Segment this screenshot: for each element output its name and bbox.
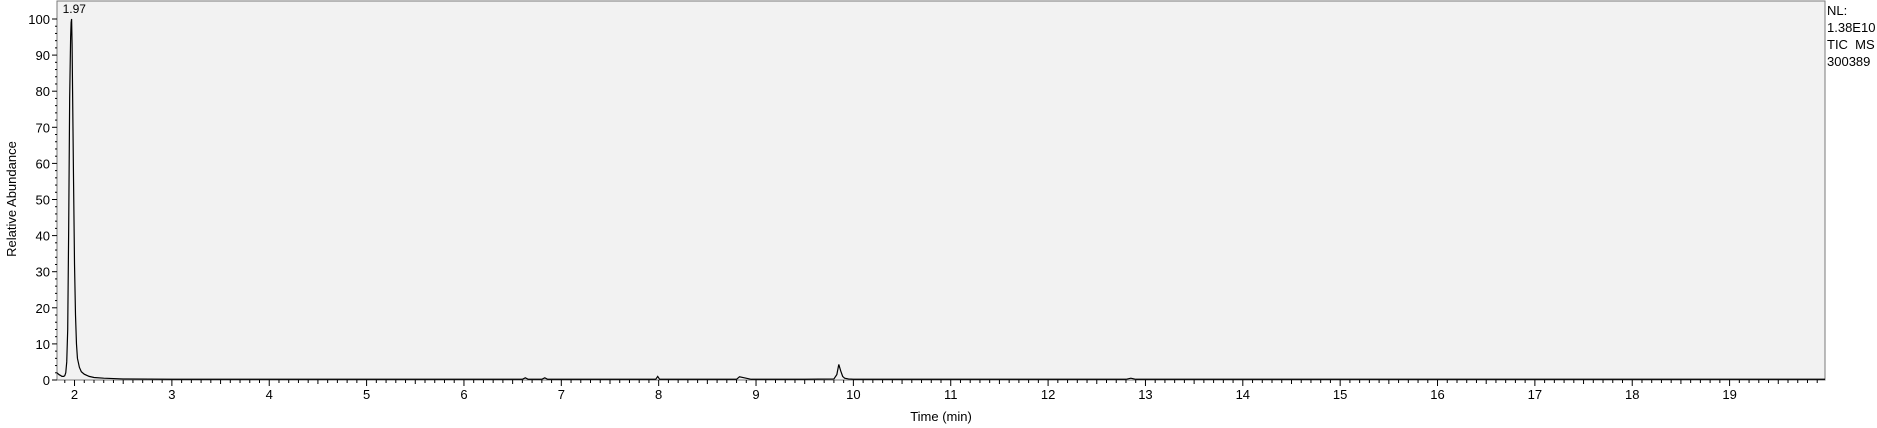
x-tick-label: 2 bbox=[71, 387, 78, 402]
x-tick-label: 13 bbox=[1138, 387, 1152, 402]
y-tick-label: 50 bbox=[36, 193, 50, 208]
x-tick-label: 5 bbox=[363, 387, 370, 402]
x-tick-label: 17 bbox=[1528, 387, 1542, 402]
x-tick-label: 15 bbox=[1333, 387, 1347, 402]
nl-label: NL: bbox=[1827, 3, 1848, 18]
scan-info: NL: 1.38E10 TIC MS 300389 bbox=[1827, 2, 1875, 70]
y-tick-label: 0 bbox=[43, 373, 50, 388]
x-tick-label: 6 bbox=[460, 387, 467, 402]
x-tick-label: 9 bbox=[752, 387, 759, 402]
x-tick-label: 10 bbox=[846, 387, 860, 402]
plot-area bbox=[56, 0, 1826, 381]
peak-label: 1.97 bbox=[63, 2, 87, 16]
x-tick-label: 8 bbox=[655, 387, 662, 402]
x-tick-label: 3 bbox=[168, 387, 175, 402]
x-axis-label: Time (min) bbox=[910, 409, 972, 424]
y-tick-label: 60 bbox=[36, 156, 50, 171]
y-tick-label: 30 bbox=[36, 265, 50, 280]
peak-annotations: 1.97 bbox=[63, 2, 87, 16]
x-tick-label: 7 bbox=[558, 387, 565, 402]
x-tick-label: 16 bbox=[1430, 387, 1444, 402]
x-tick-label: 4 bbox=[266, 387, 273, 402]
x-tick-label: 18 bbox=[1625, 387, 1639, 402]
x-tick-label: 12 bbox=[1041, 387, 1055, 402]
x-axis: 2 3 4 5 6 7 8 9 10 11 12 13 14 15 16 17 18 19 bbox=[64, 380, 1818, 402]
y-tick-label: 10 bbox=[36, 337, 50, 352]
scan-filter: TIC MS bbox=[1827, 37, 1875, 52]
y-axis-label: Relative Abundance bbox=[4, 141, 19, 257]
y-tick-label: 70 bbox=[36, 120, 50, 135]
y-axis: 0 10 20 30 40 50 60 70 80 90 100 bbox=[28, 12, 57, 388]
x-tick-label: 19 bbox=[1722, 387, 1736, 402]
y-tick-label: 40 bbox=[36, 229, 50, 244]
tic-trace bbox=[56, 18, 1825, 380]
y-tick-label: 20 bbox=[36, 301, 50, 316]
sample-id: 300389 bbox=[1827, 54, 1871, 69]
y-tick-label: 100 bbox=[28, 12, 50, 27]
x-tick-label: 11 bbox=[944, 387, 958, 402]
y-tick-label: 80 bbox=[36, 84, 50, 99]
x-tick-label: 14 bbox=[1236, 387, 1250, 402]
y-tick-label: 90 bbox=[36, 48, 50, 63]
nl-value: 1.38E10 bbox=[1827, 20, 1876, 35]
